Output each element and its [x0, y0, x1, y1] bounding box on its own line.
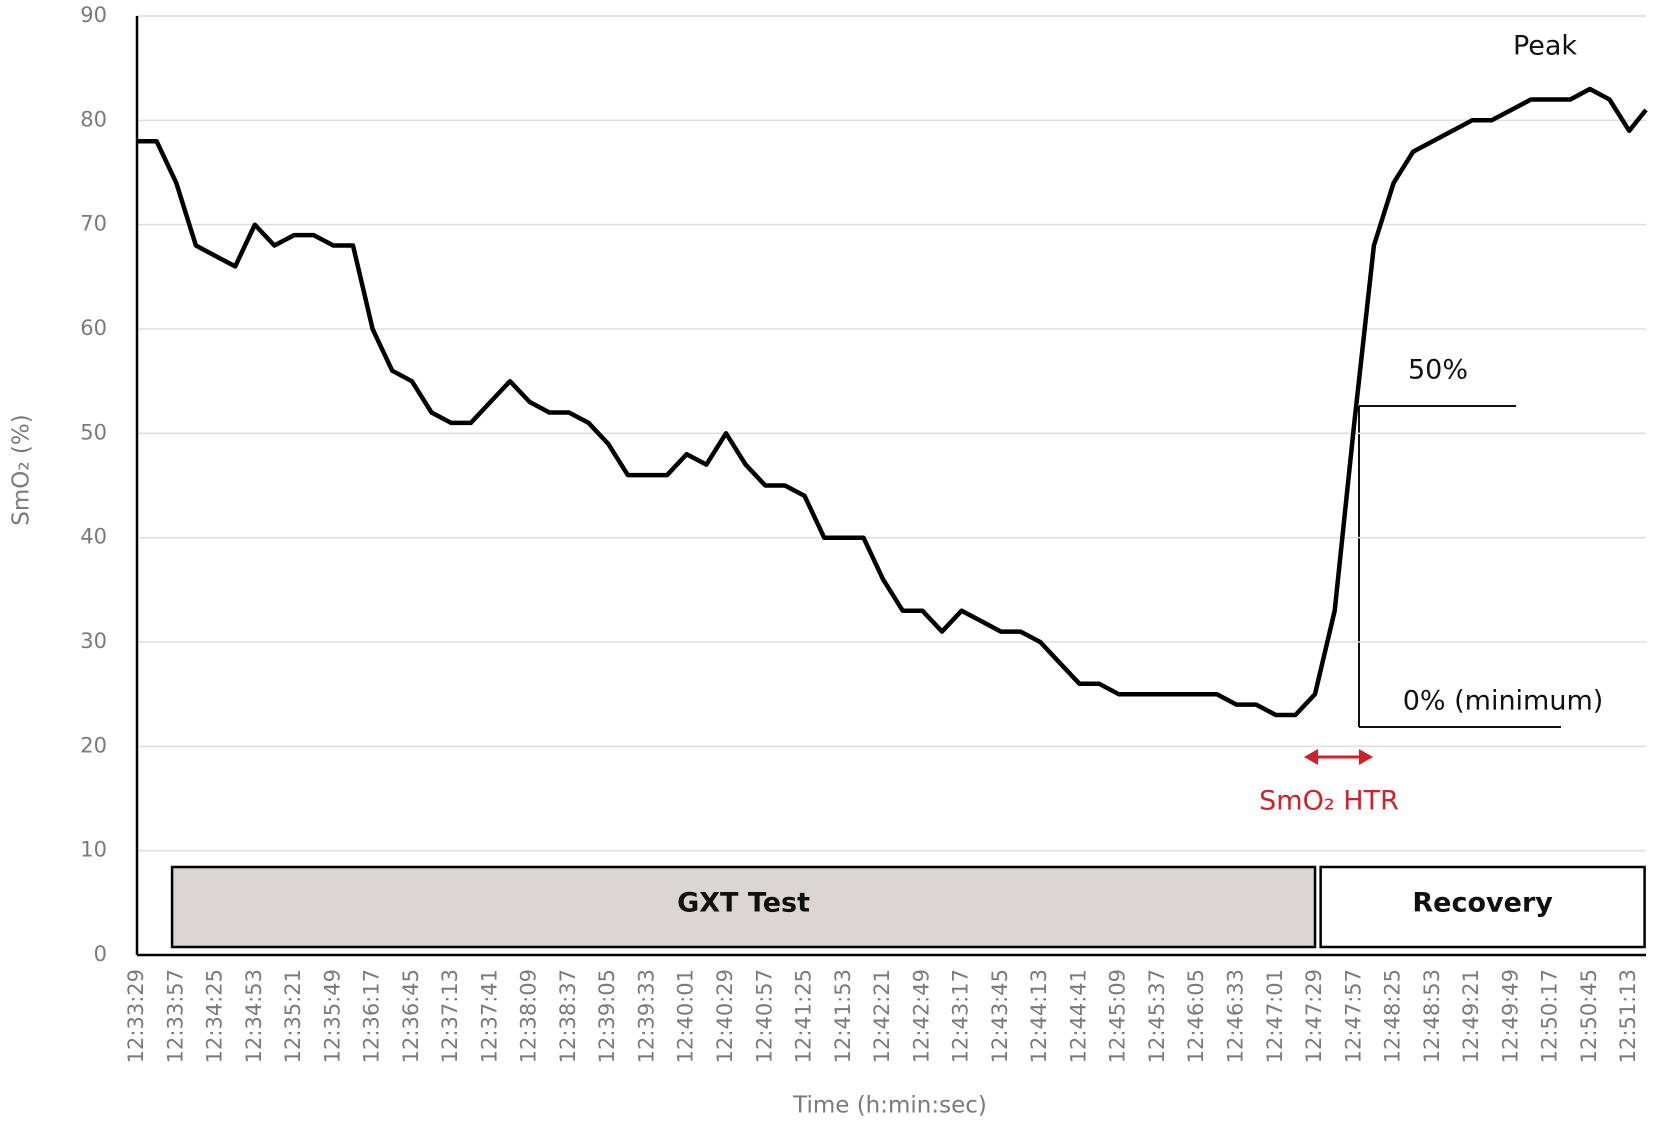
x-tick-label: 12:38:37 [556, 969, 580, 1063]
x-tick-label: 12:44:41 [1066, 969, 1090, 1063]
x-tick-label: 12:34:53 [242, 969, 266, 1063]
x-tick-label: 12:42:49 [909, 969, 933, 1063]
htr-arrow [1304, 749, 1373, 765]
x-tick-label: 12:35:49 [320, 969, 344, 1063]
phase-label: Recovery [1412, 888, 1553, 919]
x-tick-label: 12:47:29 [1302, 969, 1326, 1063]
x-tick-label: 12:40:29 [713, 969, 737, 1063]
x-tick-label: 12:48:53 [1420, 969, 1444, 1063]
y-axis-label: SmO₂ (%) [9, 414, 35, 525]
phase-box [170, 865, 1317, 949]
x-tick-label: 12:43:45 [988, 969, 1012, 1063]
x-tick-label: 12:46:05 [1184, 969, 1208, 1063]
x-tick-label: 12:50:45 [1577, 969, 1601, 1063]
x-tick-label: 12:49:49 [1498, 969, 1522, 1063]
x-tick-label: 12:41:53 [831, 969, 855, 1063]
x-tick-label: 12:38:09 [517, 969, 541, 1063]
x-tick-label: 12:43:17 [949, 969, 973, 1063]
x-tick-label: 12:36:45 [399, 969, 423, 1063]
x-tick-label: 12:37:41 [477, 969, 501, 1063]
x-tick-label: 12:40:57 [752, 969, 776, 1063]
x-tick-label: 12:37:13 [438, 969, 462, 1063]
x-tick-label: 12:47:01 [1263, 969, 1287, 1063]
x-tick-label: 12:40:01 [674, 969, 698, 1063]
data-line [137, 86, 1648, 718]
y-tick-label: 20 [80, 733, 107, 757]
x-tick-label: 12:39:33 [634, 969, 658, 1063]
half-annotation: 50% [1408, 355, 1468, 386]
x-tick-label: 12:48:25 [1381, 969, 1405, 1063]
x-tick-label: 12:41:25 [792, 969, 816, 1063]
peak-annotation: Peak [1513, 31, 1577, 62]
x-tick-label: 12:33:29 [124, 969, 148, 1063]
y-tick-label: 30 [80, 629, 107, 653]
y-tick-label: 0 [94, 942, 107, 966]
x-tick-label: 12:39:05 [595, 969, 619, 1063]
x-tick-label: 12:35:21 [281, 969, 305, 1063]
x-tick-label: 12:44:13 [1027, 969, 1051, 1063]
phase-box [1319, 865, 1646, 949]
x-tick-label: 12:36:17 [360, 969, 384, 1063]
x-tick-label: 12:47:57 [1341, 969, 1365, 1063]
y-tick-label: 90 [80, 3, 107, 27]
y-tick-label: 80 [80, 107, 107, 131]
x-tick-label: 12:46:33 [1223, 969, 1247, 1063]
y-tick-label: 10 [80, 838, 107, 862]
x-tick-label: 12:42:21 [870, 969, 894, 1063]
minimum-annotation: 0% (minimum) [1403, 686, 1604, 717]
x-tick-label: 12:45:37 [1145, 969, 1169, 1063]
htr-annotation: SmO₂ HTR [1259, 786, 1399, 817]
y-tick-label: 40 [80, 525, 107, 549]
x-tick-label: 12:49:21 [1459, 969, 1483, 1063]
x-tick-label: 12:33:57 [163, 969, 187, 1063]
x-axis-label: Time (h:min:sec) [792, 1093, 987, 1119]
y-tick-label: 60 [80, 316, 107, 340]
x-tick-label: 12:45:09 [1106, 969, 1130, 1063]
phase-label: GXT Test [677, 888, 810, 919]
y-tick-label: 70 [80, 212, 107, 236]
y-tick-label: 50 [80, 420, 107, 444]
x-tick-label: 12:34:25 [203, 969, 227, 1063]
x-tick-label: 12:50:17 [1538, 969, 1562, 1063]
x-tick-label: 12:51:13 [1616, 969, 1640, 1063]
